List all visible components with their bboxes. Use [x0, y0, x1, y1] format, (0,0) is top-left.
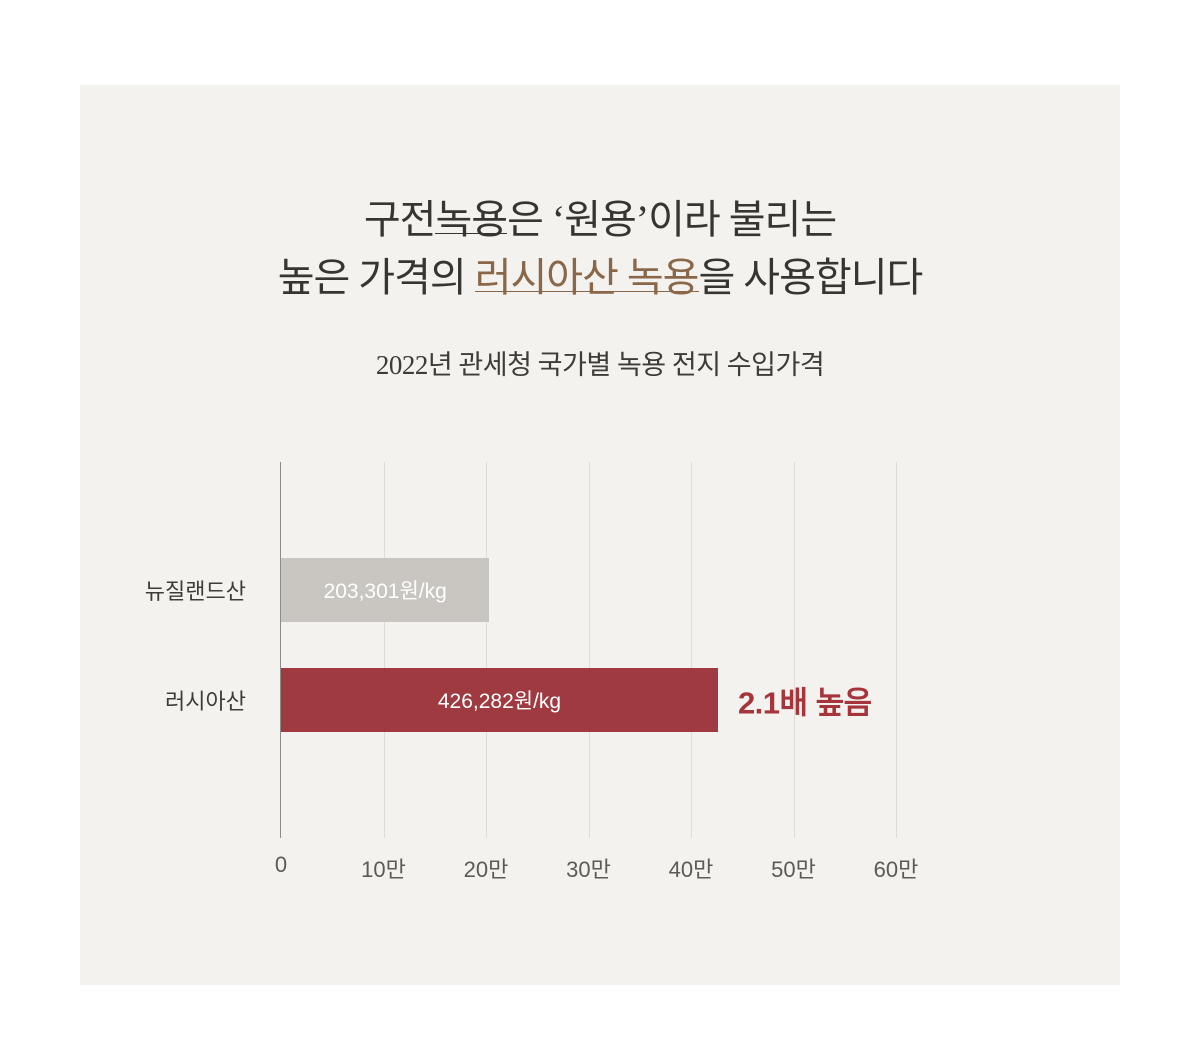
gridline [383, 462, 385, 838]
plot-area: 0 10만 20만 30만 40만 50만 60만 뉴질랜드산 203,301원/kg 러시아산 4… [145, 462, 918, 882]
x-axis-tick-label: 60만 [873, 857, 919, 882]
gridline [691, 462, 692, 838]
category-label: 러시아산 [165, 689, 246, 714]
bar-value-label: 203,301원/kg [323, 580, 447, 603]
ratio-annotation: 2.1배 높음 [737, 685, 872, 721]
bar-russia: 426,282원/kg [281, 668, 718, 732]
x-axis-tick-label: 40만 [668, 857, 714, 882]
title-line1-pre: 구전 [363, 197, 437, 242]
title-line1-post: 은 ‘원용’이라 불리는 [507, 197, 837, 242]
title-line2-accent: 러시아산 녹용 [474, 255, 700, 300]
gridline [896, 462, 897, 838]
gridline [793, 462, 795, 838]
title-line-2: 높은 가격의 러시아산 녹용을 사용합니다 [80, 249, 1120, 307]
bar-newzealand: 203,301원/kg [281, 558, 490, 622]
x-axis-tick-label: 50만 [771, 857, 816, 882]
title-line-1: 구전녹용은 ‘원용’이라 불리는 [80, 191, 1120, 249]
gridline [588, 462, 590, 838]
title-line1-scored: 녹용 [435, 197, 508, 242]
bar-value-label: 426,282원/kg [437, 690, 562, 713]
chart-subtitle: 2022년 관세청 국가별 녹용 전지 수입가격 [375, 350, 825, 380]
x-axis-tick-label: 30만 [566, 857, 611, 882]
title-line2-pre: 높은 가격의 [277, 255, 475, 300]
title-line2-post: 을 사용합니다 [698, 255, 924, 300]
x-axis-tick-label: 10만 [361, 857, 406, 882]
gridline [486, 462, 487, 838]
infographic-card: 구전녹용은 ‘원용’이라 불리는 높은 가격의 러시아산 녹용을 사용합니다 2… [80, 85, 1120, 985]
x-axis-tick-label: 20만 [463, 857, 509, 882]
page-title: 구전녹용은 ‘원용’이라 불리는 높은 가격의 러시아산 녹용을 사용합니다 [80, 191, 1120, 307]
category-label: 뉴질랜드산 [144, 579, 246, 604]
x-axis-tick-label: 0 [274, 852, 288, 877]
